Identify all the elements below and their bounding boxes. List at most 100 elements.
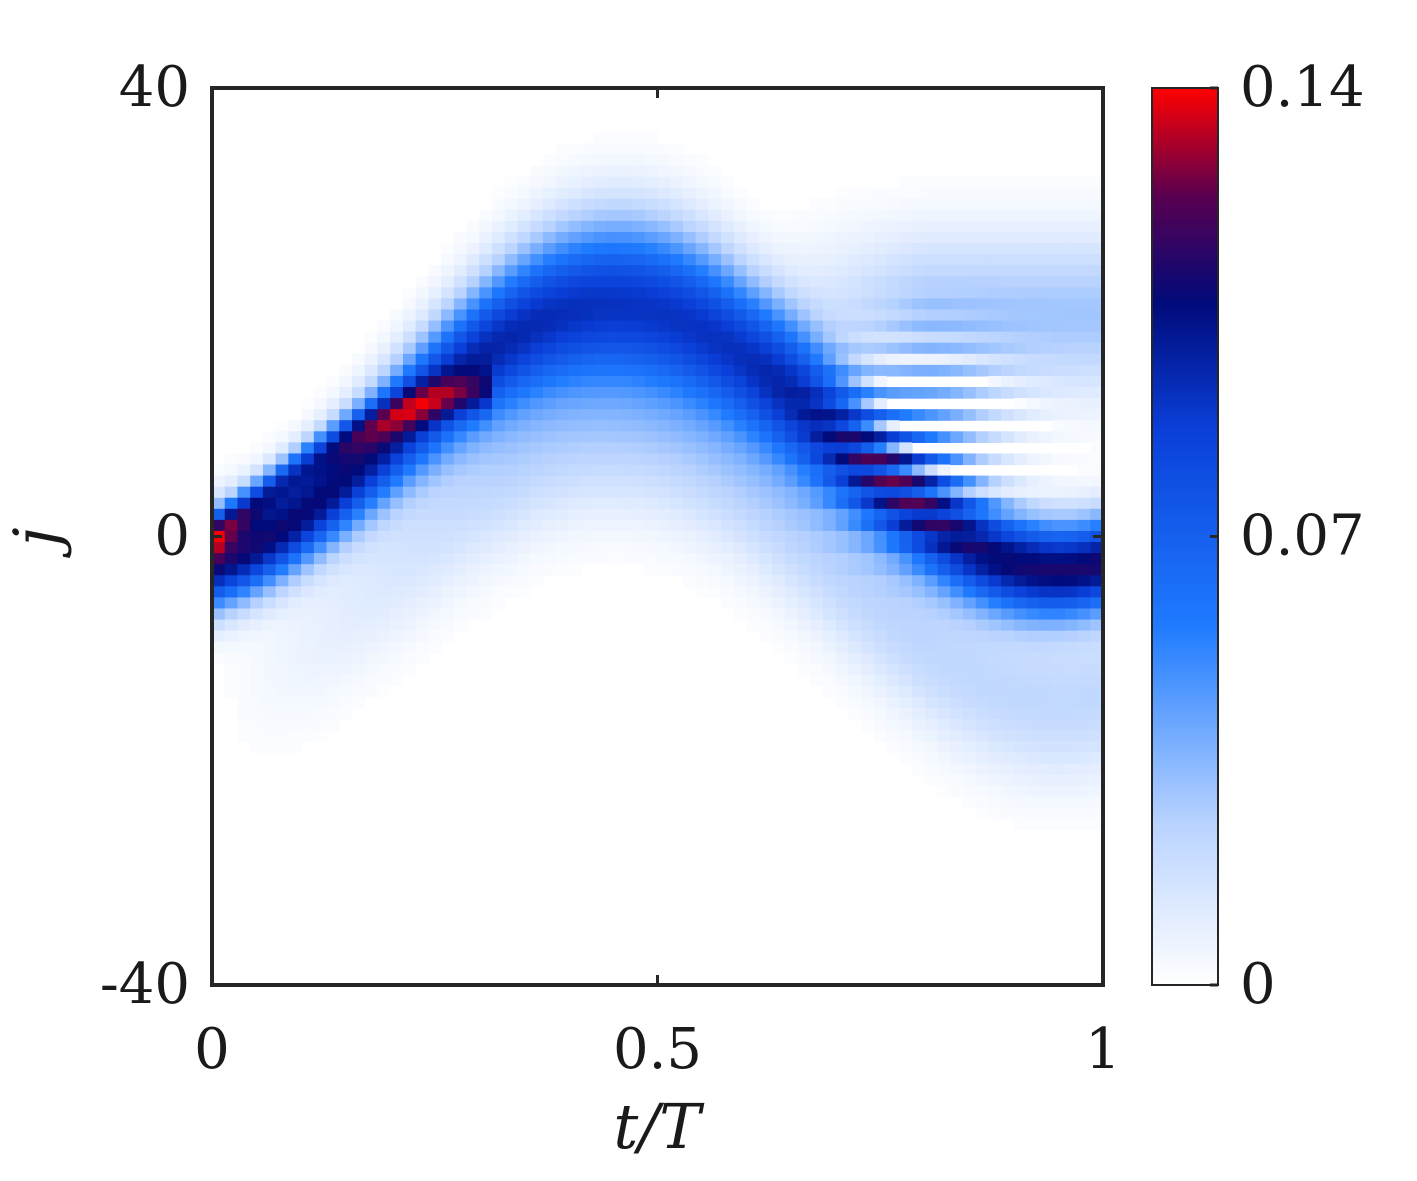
heatmap-cell [1039, 686, 1053, 698]
heatmap-cell [606, 254, 620, 266]
heatmap-cell [873, 464, 888, 477]
heatmap-cell [377, 364, 391, 377]
heatmap-cell [262, 719, 277, 731]
heatmap-cell [1090, 409, 1103, 421]
heatmap-cell [288, 674, 302, 687]
heatmap-cell [886, 453, 900, 466]
heatmap-cell [721, 265, 735, 277]
heatmap-cell [1052, 309, 1066, 322]
heatmap-cell [682, 220, 697, 233]
heatmap-cell [848, 220, 862, 233]
heatmap-cell [479, 320, 493, 333]
heatmap-cell [415, 575, 429, 587]
heatmap-cell [313, 652, 328, 665]
heatmap-cell [746, 420, 760, 432]
heatmap-cell [1039, 796, 1053, 809]
heatmap-cell [784, 254, 799, 266]
heatmap-cell [1090, 608, 1103, 621]
heatmap-cell [542, 431, 557, 443]
heatmap-cell [453, 442, 468, 455]
heatmap-cell [988, 774, 1002, 787]
heatmap-cell [441, 575, 455, 587]
heatmap-cell [492, 309, 506, 322]
heatmap-cell [224, 641, 239, 654]
heatmap-cell [810, 641, 824, 654]
heatmap-cell [224, 542, 239, 554]
heatmap-cell [644, 442, 659, 455]
heatmap-cell [593, 254, 608, 266]
heatmap-cell [962, 364, 977, 377]
heatmap-cell [1013, 265, 1028, 277]
heatmap-cell [402, 508, 417, 521]
heatmap-cell [364, 486, 379, 499]
heatmap-cell [593, 198, 608, 211]
heatmap-cell [593, 143, 608, 156]
heatmap-cell [326, 431, 340, 443]
heatmap-cell [581, 453, 595, 466]
heatmap-cell [988, 265, 1002, 277]
heatmap-cell [632, 453, 646, 466]
heatmap-cell [1039, 741, 1053, 754]
heatmap-cell [899, 497, 913, 510]
heatmap-cell [822, 630, 837, 643]
heatmap-cell [1064, 564, 1079, 576]
heatmap-cell [352, 663, 366, 676]
heatmap-cell [772, 453, 786, 466]
heatmap-cell [377, 353, 391, 366]
heatmap-cell [784, 342, 799, 355]
heatmap-cell [1001, 730, 1015, 742]
heatmap-cell [581, 265, 595, 277]
heatmap-cell [1013, 774, 1028, 787]
heatmap-cell [301, 708, 315, 720]
heatmap-cell [848, 486, 862, 499]
heatmap-cell [593, 464, 608, 477]
heatmap-cell [810, 619, 824, 632]
heatmap-cell [542, 309, 557, 322]
heatmap-cell [428, 464, 442, 477]
heatmap-cell [275, 497, 289, 510]
heatmap-cell [682, 364, 697, 377]
heatmap-cell [581, 143, 595, 156]
heatmap-cell [899, 331, 913, 344]
heatmap-cell [568, 276, 582, 288]
heatmap-cell [962, 453, 977, 466]
heatmap-cell [835, 674, 850, 687]
heatmap-cell [899, 619, 913, 632]
heatmap-cell [695, 176, 710, 189]
heatmap-cell [784, 586, 799, 598]
heatmap-cell [988, 276, 1002, 288]
heatmap-cell [377, 608, 391, 621]
heatmap-cell [746, 597, 760, 610]
heatmap-cell [848, 398, 862, 410]
heatmap-cell [441, 309, 455, 322]
heatmap-cell [644, 519, 659, 532]
heatmap-cell [962, 431, 977, 443]
heatmap-cell [1052, 508, 1066, 521]
heatmap-cell [212, 641, 226, 654]
heatmap-cell [988, 309, 1002, 322]
heatmap-cell [1052, 774, 1066, 787]
heatmap-cell [835, 254, 850, 266]
heatmap-cell [975, 276, 990, 288]
heatmap-cell [899, 353, 913, 366]
heatmap-cell [466, 486, 480, 499]
heatmap-cell [721, 542, 735, 554]
heatmap-cell [1077, 309, 1091, 322]
heatmap-cell [670, 519, 684, 532]
heatmap-cell [581, 508, 595, 521]
heatmap-cell [428, 530, 442, 543]
heatmap-cell [644, 132, 659, 144]
heatmap-cell [708, 209, 722, 222]
heatmap-cell [1039, 486, 1053, 499]
heatmap-cell [733, 231, 748, 244]
heatmap-cell [581, 209, 595, 222]
heatmap-cell [632, 486, 646, 499]
heatmap-cell [861, 697, 875, 709]
heatmap-cell [1090, 320, 1103, 333]
heatmap-cell [313, 519, 328, 532]
heatmap-cell [1077, 597, 1091, 610]
heatmap-cell [873, 320, 888, 333]
heatmap-cell [364, 375, 379, 388]
heatmap-cell [479, 298, 493, 311]
heatmap-cell [810, 497, 824, 510]
